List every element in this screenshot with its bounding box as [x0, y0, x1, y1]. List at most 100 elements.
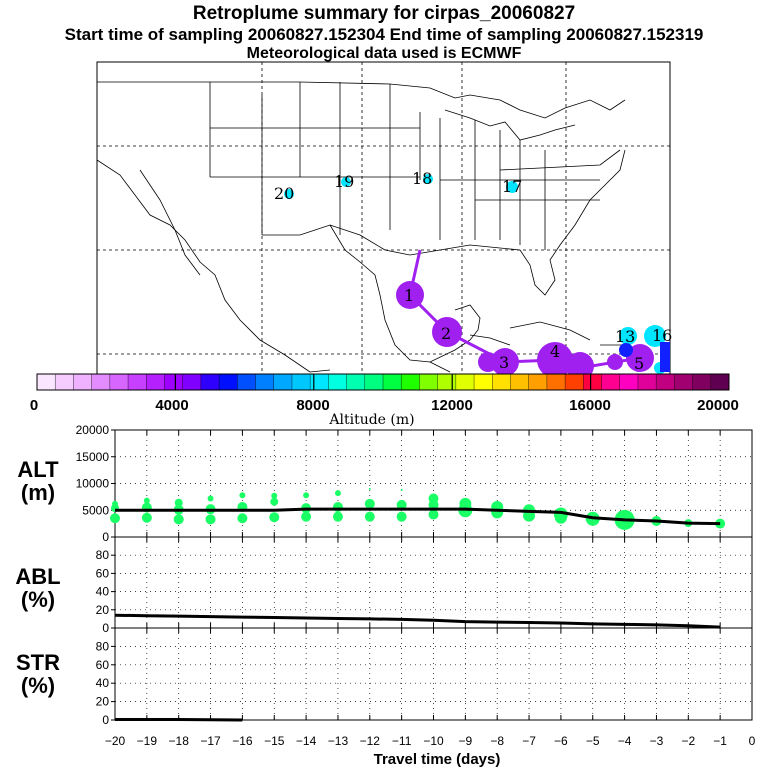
- colorbar-swatch: [474, 374, 493, 390]
- x-tick-label: −9: [459, 734, 473, 748]
- colorbar-swatch: [401, 374, 420, 390]
- colorbar-swatch: [601, 374, 621, 390]
- str-panel-unit: (%): [21, 673, 55, 698]
- state-borders: [209, 82, 621, 250]
- x-tick-label: −13: [328, 734, 349, 748]
- altitude-point: [141, 512, 152, 523]
- colorbar-swatch: [437, 374, 457, 390]
- x-tick-label: −16: [232, 734, 253, 748]
- colorbar-swatch: [146, 374, 165, 390]
- plume-markers: [284, 174, 670, 380]
- abl-panel-unit: (%): [21, 587, 55, 612]
- map-frame: [96, 61, 671, 375]
- day-label: 3: [499, 353, 509, 372]
- plume-marker: [478, 352, 498, 372]
- x-tick-label: −14: [296, 734, 317, 748]
- y-tick-label: 5000: [82, 503, 109, 517]
- plume-marker: [341, 177, 351, 187]
- colorbar-swatch: [692, 374, 712, 390]
- alt-panel-unit: (m): [21, 480, 55, 505]
- altitude-point: [303, 492, 310, 499]
- altitude-point: [396, 499, 407, 510]
- colorbar-swatch: [383, 374, 402, 390]
- border-canada: [97, 81, 626, 119]
- x-tick-label: −4: [618, 734, 632, 748]
- y-tick-label: 20000: [76, 423, 110, 437]
- altitude-point: [110, 513, 120, 524]
- altitude-point: [207, 495, 214, 502]
- colorbar-swatch: [710, 374, 730, 390]
- day-label: 20: [274, 184, 294, 203]
- colorbar-swatch: [328, 374, 348, 390]
- altitude-point: [269, 512, 280, 523]
- y-tick-label: 0: [102, 713, 109, 727]
- baja: [139, 169, 201, 276]
- colorbar-tick-label: 12000: [431, 397, 473, 414]
- altitude-point: [396, 511, 407, 522]
- plume-marker: [432, 317, 462, 347]
- colorbar-swatch: [73, 374, 93, 390]
- plume-marker: [619, 343, 633, 357]
- day-label: 4: [550, 342, 560, 361]
- x-tick-label: −6: [554, 734, 568, 748]
- day-labels: 1 2 3 4 5 13 16 17 18 19 20: [274, 169, 672, 373]
- plume-marker: [423, 174, 433, 184]
- colorbar-swatch: [273, 374, 293, 390]
- altitude-point: [554, 511, 567, 524]
- colorbar-axis-label: Altitude (m): [328, 412, 414, 428]
- colorbar-swatch: [656, 374, 675, 390]
- colorbar-tick-label: 0: [30, 397, 38, 414]
- x-tick-label: −8: [490, 734, 504, 748]
- altitude-point: [368, 487, 371, 490]
- x-tick-label: −12: [360, 734, 381, 748]
- time-series-panels: 0 5000 10000 15000 20000 0 20 40 60 80 0 20 40 60 80 −2…: [76, 423, 756, 748]
- altitude-point: [239, 492, 246, 499]
- map-coastlines: [96, 62, 670, 374]
- plume-marker: [644, 325, 666, 347]
- colorbar-swatch: [346, 374, 366, 390]
- sampling-times: Start time of sampling 20060827.152304 E…: [64, 25, 704, 44]
- altitude-mean-line: [115, 507, 721, 526]
- y-tick-label: 40: [96, 676, 110, 690]
- y-tick-label: 0: [102, 621, 109, 635]
- colorbar-swatch: [492, 374, 511, 390]
- y-tick-label: 0: [102, 530, 109, 544]
- altitude-point: [237, 513, 248, 524]
- colorbar-swatch: [637, 374, 657, 390]
- altitude-point: [301, 511, 312, 522]
- x-tick-label: −18: [169, 734, 190, 748]
- colorbar-swatch: [219, 374, 238, 390]
- altitude-point: [364, 511, 375, 522]
- y-tick-label: 60: [96, 566, 110, 580]
- x-tick-label: −11: [392, 734, 412, 748]
- colorbar-swatch: [364, 374, 384, 390]
- colorbar-swatch: [109, 374, 129, 390]
- x-tick-label: −3: [650, 734, 664, 748]
- colorbar-swatch: [565, 374, 584, 390]
- str-panel-label: STR: [16, 650, 60, 675]
- altitude-point: [173, 514, 184, 525]
- y-tick-label: 80: [96, 639, 110, 653]
- colorbar-tick-label: 4000: [155, 397, 188, 414]
- coast-gulf-us: [359, 149, 626, 296]
- altitude-point: [205, 514, 216, 525]
- day-label: 19: [334, 172, 354, 191]
- coast-gulf-mexico: [329, 224, 481, 363]
- altitude-point: [428, 509, 439, 520]
- met-data-source: Meteorological data used is ECMWF: [246, 45, 522, 62]
- y-tick-label: 40: [96, 585, 110, 599]
- altitude-point: [332, 511, 343, 522]
- colorbar-swatch: [674, 374, 694, 390]
- abl-line: [114, 613, 721, 629]
- y-tick-label: 80: [96, 548, 110, 562]
- colorbar-swatch: [255, 374, 275, 390]
- colorbar-swatch: [55, 374, 74, 390]
- day-label: 2: [441, 324, 451, 343]
- plume-marker: [607, 354, 623, 370]
- x-tick-label: −20: [105, 734, 126, 748]
- altitude-point: [271, 492, 278, 499]
- altitude-point: [334, 490, 341, 497]
- colorbar-swatch: [182, 374, 202, 390]
- colorbar-swatch: [200, 374, 220, 390]
- plume-marker: [660, 342, 670, 372]
